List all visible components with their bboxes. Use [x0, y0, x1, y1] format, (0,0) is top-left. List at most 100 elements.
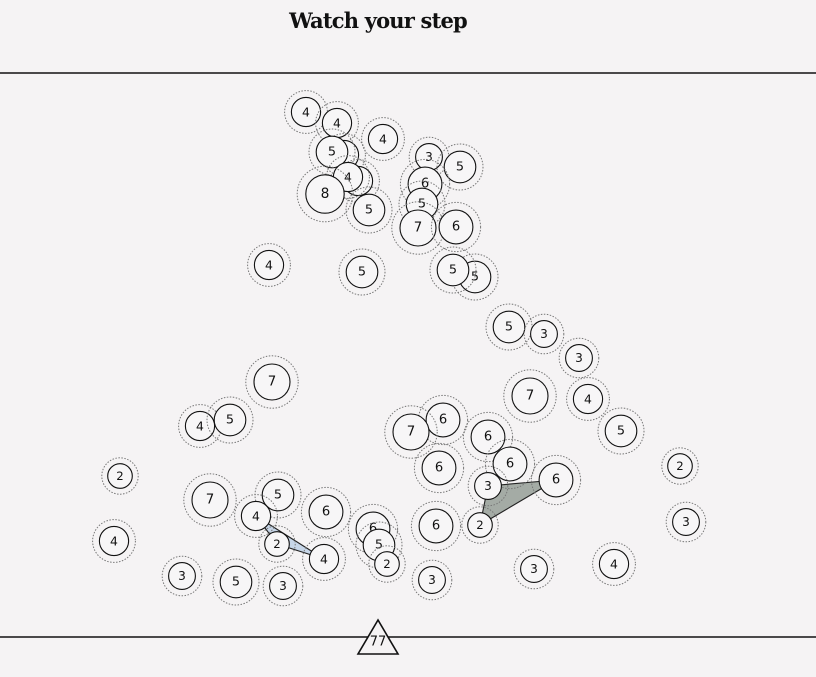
node-circle[interactable] — [421, 450, 457, 486]
node-circle[interactable] — [392, 413, 430, 451]
node-range-ring — [300, 486, 352, 538]
node[interactable]: 4 — [566, 377, 610, 421]
node[interactable]: 4 — [234, 494, 278, 538]
node-circle[interactable] — [538, 462, 574, 498]
node[interactable]: 5 — [308, 128, 356, 176]
node-circle[interactable] — [418, 566, 446, 594]
node[interactable]: 6 — [484, 438, 536, 490]
node-circle[interactable] — [213, 403, 247, 437]
node[interactable]: 3 — [262, 565, 304, 607]
node-value: 4 — [302, 105, 310, 120]
node-circle[interactable] — [191, 481, 229, 519]
node-circle[interactable] — [467, 512, 493, 538]
node[interactable]: 4 — [592, 542, 636, 586]
node-circle[interactable] — [598, 548, 630, 580]
node[interactable]: 5 — [338, 248, 386, 296]
node[interactable]: 6 — [417, 394, 469, 446]
node[interactable]: 6 — [430, 201, 482, 253]
node-circle[interactable] — [438, 209, 474, 245]
node[interactable]: 7 — [183, 473, 237, 527]
node-range-ring — [258, 525, 296, 563]
node[interactable]: 3 — [467, 465, 509, 507]
node-circle[interactable] — [530, 320, 558, 348]
node-circle[interactable] — [436, 253, 470, 287]
node-range-ring — [399, 158, 451, 210]
node[interactable]: 5 — [429, 246, 477, 294]
node-circle[interactable] — [667, 453, 693, 479]
node[interactable]: 6 — [300, 486, 352, 538]
node[interactable]: 4 — [247, 243, 291, 287]
node-range-ring — [368, 545, 406, 583]
node[interactable]: 2 — [258, 525, 296, 563]
node[interactable]: 6 — [530, 454, 582, 506]
node-value: 6 — [439, 413, 447, 428]
node-circle[interactable] — [168, 562, 196, 590]
node-range-ring — [461, 506, 499, 544]
node[interactable]: 6 — [410, 500, 462, 552]
node-value: 7 — [407, 425, 416, 440]
node-circle[interactable] — [345, 255, 379, 289]
node[interactable]: 5 — [345, 186, 393, 234]
node-circle[interactable] — [604, 414, 638, 448]
node-circle[interactable] — [107, 463, 133, 489]
node-circle[interactable] — [399, 209, 437, 247]
node-circle[interactable] — [425, 402, 461, 438]
node-circle[interactable] — [264, 531, 290, 557]
node[interactable]: 2 — [461, 506, 499, 544]
node[interactable]: 2 — [368, 545, 406, 583]
node[interactable]: 2 — [661, 447, 699, 485]
node-circle[interactable] — [418, 508, 454, 544]
node[interactable]: 3 — [161, 555, 203, 597]
node-range-ring — [234, 494, 278, 538]
node[interactable]: 3 — [665, 501, 707, 543]
node-circle[interactable] — [308, 494, 344, 530]
node-circle[interactable] — [520, 555, 548, 583]
node-circle[interactable] — [269, 572, 297, 600]
node-circle[interactable] — [492, 310, 526, 344]
node-circle[interactable] — [290, 96, 322, 128]
node[interactable]: 3 — [513, 548, 555, 590]
node[interactable]: 5 — [597, 407, 645, 455]
node-circle[interactable] — [305, 174, 345, 214]
node[interactable]: 7 — [245, 355, 299, 409]
node-circle[interactable] — [219, 565, 253, 599]
node[interactable]: 5 — [206, 396, 254, 444]
node[interactable]: 7 — [503, 369, 557, 423]
node[interactable]: 5 — [212, 558, 260, 606]
node-circle[interactable] — [492, 446, 528, 482]
node-circle[interactable] — [565, 344, 593, 372]
node-circle[interactable] — [367, 123, 399, 155]
node[interactable]: 3 — [411, 559, 453, 601]
node-circle[interactable] — [672, 508, 700, 536]
node[interactable]: 2 — [101, 457, 139, 495]
node[interactable]: 4 — [361, 117, 405, 161]
node[interactable]: 6 — [413, 442, 465, 494]
node-circle[interactable] — [98, 525, 130, 557]
node[interactable]: 4 — [284, 90, 328, 134]
node-circle[interactable] — [474, 472, 502, 500]
node[interactable]: 3 — [523, 313, 565, 355]
node-circle[interactable] — [308, 543, 340, 575]
node-range-ring — [411, 559, 453, 601]
node[interactable]: 8 — [296, 165, 354, 223]
node-circle[interactable] — [443, 150, 477, 184]
node-circle[interactable] — [240, 500, 272, 532]
node-circle[interactable] — [352, 193, 386, 227]
node-circle[interactable] — [572, 383, 604, 415]
node[interactable]: 5 — [254, 471, 302, 519]
node-circle[interactable] — [374, 551, 400, 577]
node-value: 4 — [265, 258, 273, 273]
node-circle[interactable] — [253, 249, 285, 281]
node-circle[interactable] — [253, 363, 291, 401]
node[interactable]: 4 — [92, 519, 136, 563]
node[interactable]: 6 — [462, 411, 514, 463]
node-circle[interactable] — [511, 377, 549, 415]
node-circle[interactable] — [315, 135, 349, 169]
node-range-ring — [355, 521, 403, 569]
node[interactable]: 4 — [302, 537, 346, 581]
node[interactable]: 5 — [485, 303, 533, 351]
node[interactable]: 5 — [436, 143, 484, 191]
node[interactable]: 3 — [558, 337, 600, 379]
node[interactable]: 7 — [384, 405, 438, 459]
